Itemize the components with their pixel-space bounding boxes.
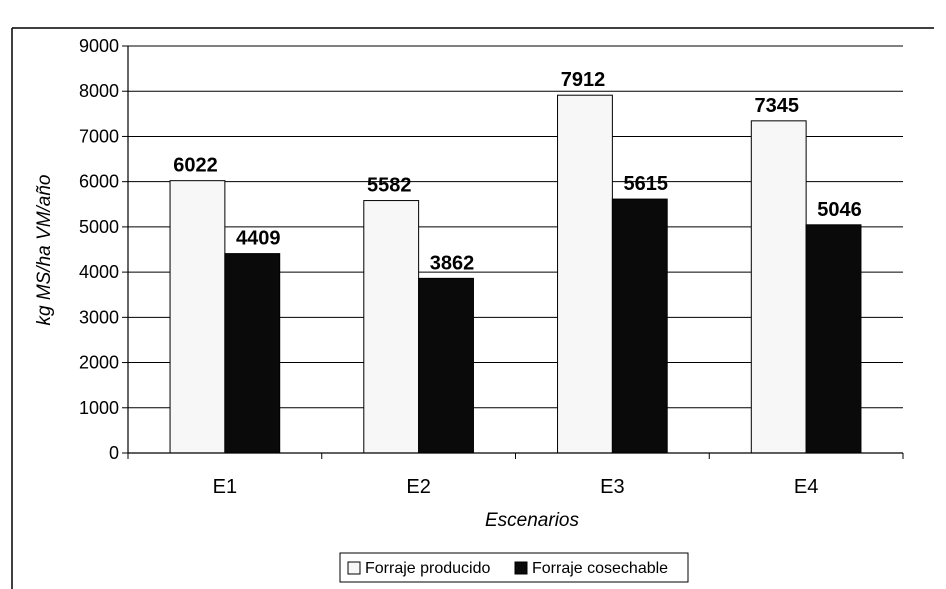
x-tick-label: E1 [213,476,237,498]
data-label: 5046 [817,199,862,221]
y-tick-label: 9000 [79,36,119,56]
y-tick-label: 5000 [79,217,119,237]
data-label: 7345 [754,95,799,117]
data-label: 5615 [624,173,669,195]
y-tick-label: 7000 [79,126,119,146]
y-tick-label: 8000 [79,81,119,101]
y-axis-title: kg MS/ha VM/año [34,174,55,325]
legend-swatch-forraje-producido [347,561,361,575]
legend-label-forraje-cosechable: Forraje cosechable [532,560,668,577]
data-label: 6022 [173,155,218,177]
y-tick-label: 1000 [79,398,119,418]
y-tick-label: 0 [109,443,119,463]
y-tick-label: 2000 [79,353,119,373]
data-label: 3862 [430,252,475,274]
x-tick-label: E4 [794,476,818,498]
bar-forraje-producido-e3 [557,94,613,454]
data-label: 5582 [367,175,412,197]
data-label: 4409 [236,228,281,250]
bar-forraje-cosechable-e3 [611,198,668,454]
x-tick-label: E3 [600,476,624,498]
y-tick-label: 4000 [79,262,119,282]
labels: 0 1000 2000 3000 4000 5000 6000 7000 8000 9000 602… [79,36,862,498]
legend-label-forraje-producido: Forraje producido [365,560,491,577]
bar-forraje-producido-e4 [750,120,807,454]
axes [122,45,904,459]
legend-swatch-forraje-cosechable [514,561,528,575]
bar-forraje-cosechable-e4 [805,224,862,454]
legend-box [339,552,689,583]
data-label: 7912 [561,69,606,91]
bar-forraje-producido-e2 [363,200,420,454]
bar-forraje-producido-e1 [169,180,226,454]
y-tick-label: 3000 [79,307,119,327]
x-tick-label: E2 [406,476,430,498]
legend: Forraje producido Forraje cosechable [339,552,689,583]
x-axis-title: Escenarios [485,510,579,531]
bar-forraje-cosechable-e1 [224,253,281,454]
bar-forraje-cosechable-e2 [418,277,474,454]
y-tick-label: 6000 [79,172,119,192]
bars [169,94,862,454]
